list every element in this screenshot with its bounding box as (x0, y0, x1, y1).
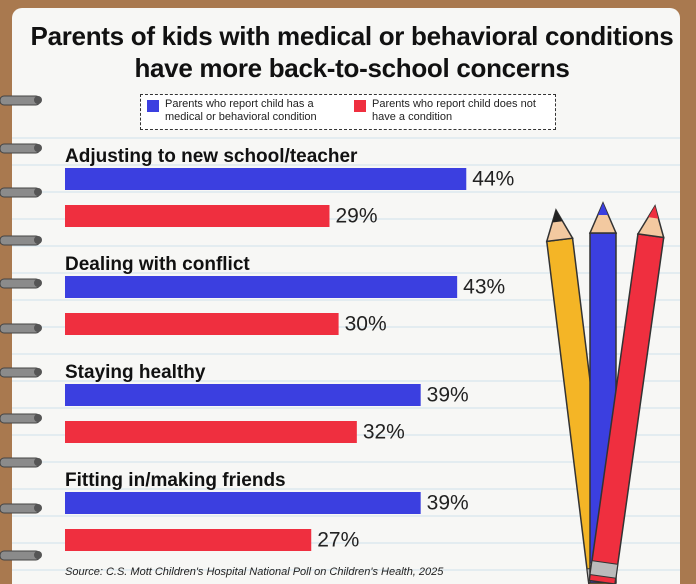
value-label: 43% (463, 276, 505, 299)
legend: Parents who report child has a medical o… (140, 94, 556, 130)
spiral-hole (34, 324, 42, 332)
legend-label: Parents who report child does not have a… (372, 98, 536, 123)
legend-swatch (354, 100, 366, 112)
spiral-hole (34, 551, 42, 559)
spiral-ring (0, 413, 41, 424)
spiral-hole (34, 188, 42, 196)
spiral-ring (0, 457, 41, 468)
bar (65, 492, 421, 514)
pencil-ferrule (589, 560, 619, 579)
legend-item: Parents who report child does not have a… (348, 95, 555, 129)
category-label: Fitting in/making friends (65, 470, 286, 491)
category-label: Adjusting to new school/teacher (65, 146, 358, 167)
value-label: 32% (363, 421, 405, 444)
spiral-ring (0, 503, 41, 514)
spiral-ring (0, 95, 41, 106)
spiral-ring (0, 550, 41, 561)
spiral-hole (34, 414, 42, 422)
legend-item: Parents who report child has a medical o… (141, 95, 348, 129)
pencil-wood (545, 208, 574, 243)
spiral-hole (34, 504, 42, 512)
pencil-wood (588, 201, 618, 234)
spiral-hole (34, 458, 42, 466)
bar (65, 205, 330, 227)
pencil-tip (598, 203, 608, 215)
source-note: Source: C.S. Mott Children's Hospital Na… (65, 566, 444, 578)
bar (65, 313, 339, 335)
bar (65, 168, 467, 190)
bar (65, 384, 421, 406)
value-label: 29% (335, 205, 377, 228)
value-label: 39% (427, 384, 469, 407)
pencil-tip (552, 210, 563, 223)
spiral-hole (34, 368, 42, 376)
bar (65, 276, 458, 298)
spiral-ring (0, 323, 41, 334)
spiral-ring (0, 278, 41, 289)
legend-label: Parents who report child has a medical o… (165, 98, 317, 123)
value-label: 44% (472, 168, 514, 191)
pencil (588, 204, 665, 584)
spiral-hole (34, 279, 42, 287)
bar (65, 529, 312, 551)
spiral-hole (34, 96, 42, 104)
pencil-tip (648, 206, 659, 219)
spiral-hole (34, 144, 42, 152)
pencil-wood (636, 204, 665, 239)
category-label: Staying healthy (65, 362, 206, 383)
value-label: 27% (317, 529, 359, 552)
chart-title: Parents of kids with medical or behavior… (30, 21, 674, 83)
spiral-hole (34, 236, 42, 244)
bar (65, 421, 357, 443)
value-label: 39% (427, 492, 469, 515)
legend-swatch (147, 100, 159, 112)
category-label: Dealing with conflict (65, 254, 250, 275)
spiral-ring (0, 143, 41, 154)
spiral-ring (0, 235, 41, 246)
value-label: 30% (345, 313, 387, 336)
spiral-ring (0, 367, 41, 378)
spiral-ring (0, 187, 41, 198)
